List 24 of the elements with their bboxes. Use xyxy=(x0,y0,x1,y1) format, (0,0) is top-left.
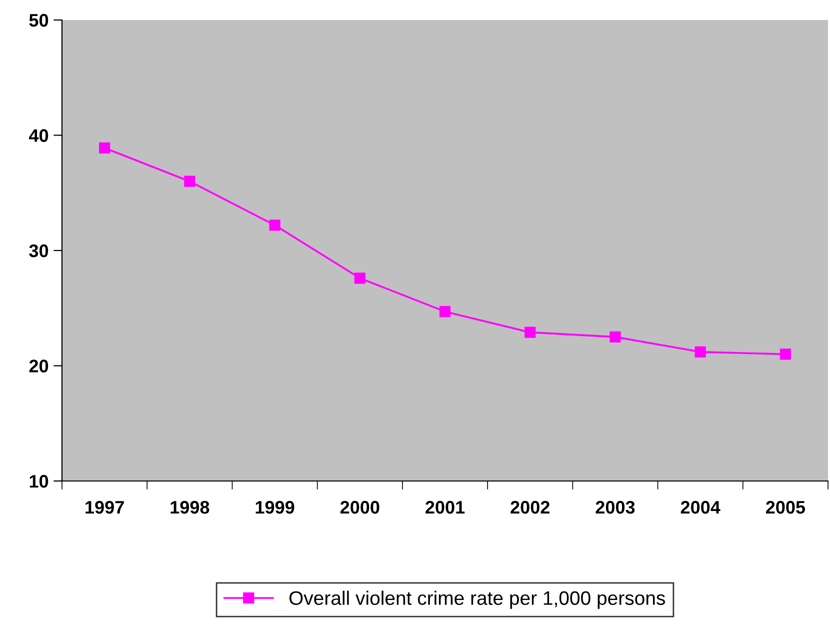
y-tick-label: 10 xyxy=(30,474,48,488)
y-tick-label: 50 xyxy=(29,14,48,27)
point xyxy=(524,326,536,338)
x-tick-label: 1999 xyxy=(256,500,294,514)
point xyxy=(99,142,110,154)
point xyxy=(610,331,621,342)
point xyxy=(269,220,280,231)
y-tick-label: 30 xyxy=(29,244,48,258)
x-tick-label: 2003 xyxy=(596,500,635,514)
x-tick-label: 2001 xyxy=(426,500,465,514)
x-tick-label: 1997 xyxy=(86,500,124,514)
legend-label: Overall violent crime rate per 1,000 persons xyxy=(289,590,665,609)
x-tick-label: 2000 xyxy=(340,500,380,514)
y-tick-label: 40 xyxy=(29,129,48,142)
point xyxy=(439,306,451,318)
x-tick-label: 2002 xyxy=(510,500,550,514)
point xyxy=(184,176,196,187)
y-tick-label: 20 xyxy=(29,360,48,372)
x-tick-label: 1998 xyxy=(170,500,210,514)
point xyxy=(354,272,366,284)
x-tick-label: 2004 xyxy=(680,500,720,514)
x-tick-label: 2005 xyxy=(766,500,806,514)
point xyxy=(780,348,791,360)
point xyxy=(694,346,706,358)
